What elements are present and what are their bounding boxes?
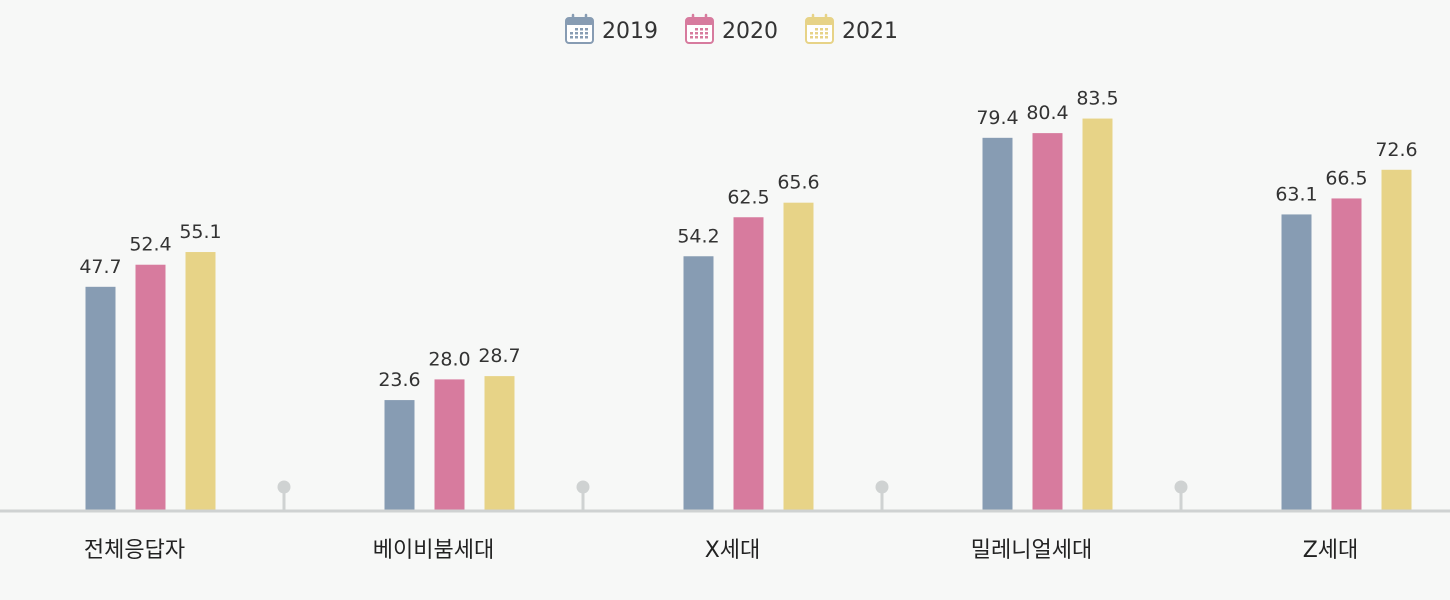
value-label-2021-4: 72.6 (1375, 139, 1417, 161)
calendar-icon (565, 13, 594, 44)
bar-2020-3 (1032, 133, 1063, 511)
bar-2020-2 (733, 217, 764, 511)
bar-2021-1 (484, 376, 515, 511)
bar-2021-0 (185, 252, 216, 511)
bar-2021-4 (1381, 169, 1412, 511)
value-label-2021-1: 28.7 (478, 345, 520, 367)
value-labels: 47.7 52.4 55.1 23.6 28.0 28.7 54.2 62.5 65.6 79.4… (79, 88, 1417, 392)
value-label-2021-2: 65.6 (777, 172, 819, 194)
category-label-4: Z세대 (1303, 538, 1359, 563)
value-label-2019-0: 47.7 (79, 256, 121, 278)
value-label-2019-1: 23.6 (378, 369, 420, 391)
value-label-2020-3: 80.4 (1026, 102, 1068, 124)
calendar-icon (805, 13, 834, 44)
value-label-2020-1: 28.0 (428, 348, 470, 370)
bar-2020-1 (434, 379, 465, 511)
value-label-2020-2: 62.5 (727, 186, 769, 208)
value-label-2021-0: 55.1 (179, 221, 221, 243)
category-label-1: 베이비붐세대 (373, 538, 494, 563)
value-label-2021-3: 83.5 (1076, 88, 1118, 110)
category-label-0: 전체응답자 (84, 538, 185, 563)
category-divider (576, 480, 590, 511)
value-label-2019-2: 54.2 (677, 225, 719, 247)
bar-2019-4 (1281, 214, 1312, 511)
category-divider (1174, 480, 1188, 511)
legend-item-2019: 2019 (565, 13, 658, 44)
bar-2021-3 (1082, 118, 1113, 512)
bar-2019-1 (384, 400, 415, 511)
value-label-2019-3: 79.4 (976, 107, 1018, 129)
value-label-2020-0: 52.4 (129, 234, 171, 256)
legend-item-2020: 2020 (685, 13, 778, 44)
bar-2019-2 (683, 256, 714, 511)
category-divider (875, 480, 889, 511)
legend-item-2021: 2021 (805, 13, 898, 44)
legend-label-2019: 2019 (602, 19, 658, 44)
value-label-2019-4: 63.1 (1275, 183, 1317, 205)
bar-2020-4 (1331, 198, 1362, 511)
category-label-3: 밀레니얼세대 (971, 538, 1092, 563)
bars (85, 118, 1412, 512)
category-divider (277, 480, 291, 511)
value-label-2020-4: 66.5 (1325, 167, 1367, 189)
bar-2019-3 (982, 137, 1013, 511)
legend-label-2020: 2020 (722, 19, 778, 44)
bar-2020-0 (135, 264, 166, 511)
bar-2019-0 (85, 286, 116, 511)
calendar-icon (685, 13, 714, 44)
legend: 2019 2020 2021 (565, 13, 898, 44)
bar-2021-2 (783, 202, 814, 511)
category-dividers (277, 480, 1188, 511)
category-labels: 전체응답자 베이비붐세대 X세대 밀레니얼세대 Z세대 (84, 538, 1358, 563)
category-label-2: X세대 (705, 538, 761, 563)
legend-label-2021: 2021 (842, 19, 898, 44)
